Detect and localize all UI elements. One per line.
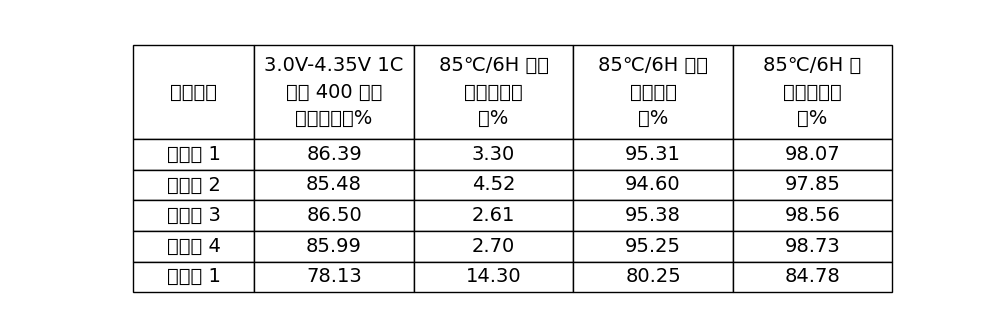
Bar <box>414 45 573 139</box>
Bar <box>133 262 254 292</box>
Bar <box>133 139 254 170</box>
Bar <box>573 231 733 262</box>
Text: 3.0V-4.35V 1C
循环 400 周次
容量保持率%: 3.0V-4.35V 1C 循环 400 周次 容量保持率% <box>264 56 404 128</box>
Text: 95.38: 95.38 <box>625 206 681 225</box>
Bar <box>573 262 733 292</box>
Text: 14.30: 14.30 <box>466 267 521 286</box>
Bar <box>414 170 573 200</box>
Text: 实施例 1: 实施例 1 <box>167 145 220 164</box>
Text: 78.13: 78.13 <box>306 267 362 286</box>
Bar <box>573 170 733 200</box>
Bar <box>733 231 892 262</box>
Bar <box>733 45 892 139</box>
Text: 80.25: 80.25 <box>625 267 681 286</box>
Text: 85℃/6H 储存
热厚度膨胀
率%: 85℃/6H 储存 热厚度膨胀 率% <box>439 56 549 128</box>
Bar <box>733 262 892 292</box>
Text: 实施例 4: 实施例 4 <box>167 237 220 256</box>
Text: 4.52: 4.52 <box>472 175 515 194</box>
Text: 2.70: 2.70 <box>472 237 515 256</box>
Text: 测试电池: 测试电池 <box>170 82 217 102</box>
Bar <box>573 45 733 139</box>
Text: 86.39: 86.39 <box>306 145 362 164</box>
Bar <box>133 45 254 139</box>
Text: 97.85: 97.85 <box>785 175 840 194</box>
Bar <box>573 139 733 170</box>
Bar <box>733 170 892 200</box>
Bar <box>133 200 254 231</box>
Text: 85℃/6H 储存
容量剩余
率%: 85℃/6H 储存 容量剩余 率% <box>598 56 708 128</box>
Bar <box>414 231 573 262</box>
Bar <box>133 170 254 200</box>
Bar <box>414 262 573 292</box>
Bar <box>254 45 414 139</box>
Bar <box>573 200 733 231</box>
Bar <box>414 200 573 231</box>
Text: 95.31: 95.31 <box>625 145 681 164</box>
Bar <box>733 139 892 170</box>
Bar <box>254 231 414 262</box>
Text: 94.60: 94.60 <box>625 175 681 194</box>
Text: 实施例 3: 实施例 3 <box>167 206 220 225</box>
Text: 95.25: 95.25 <box>625 237 681 256</box>
Text: 84.78: 84.78 <box>785 267 840 286</box>
Text: 98.73: 98.73 <box>785 237 840 256</box>
Text: 85℃/6H 储
存容量恢复
率%: 85℃/6H 储 存容量恢复 率% <box>763 56 862 128</box>
Text: 3.30: 3.30 <box>472 145 515 164</box>
Bar <box>254 200 414 231</box>
Text: 对比例 1: 对比例 1 <box>167 267 220 286</box>
Text: 85.48: 85.48 <box>306 175 362 194</box>
Bar <box>133 231 254 262</box>
Bar <box>733 200 892 231</box>
Bar <box>414 139 573 170</box>
Bar <box>254 262 414 292</box>
Text: 85.99: 85.99 <box>306 237 362 256</box>
Text: 98.56: 98.56 <box>785 206 840 225</box>
Bar <box>254 139 414 170</box>
Text: 86.50: 86.50 <box>306 206 362 225</box>
Text: 98.07: 98.07 <box>785 145 840 164</box>
Text: 2.61: 2.61 <box>472 206 515 225</box>
Bar <box>254 170 414 200</box>
Text: 实施例 2: 实施例 2 <box>167 175 220 194</box>
